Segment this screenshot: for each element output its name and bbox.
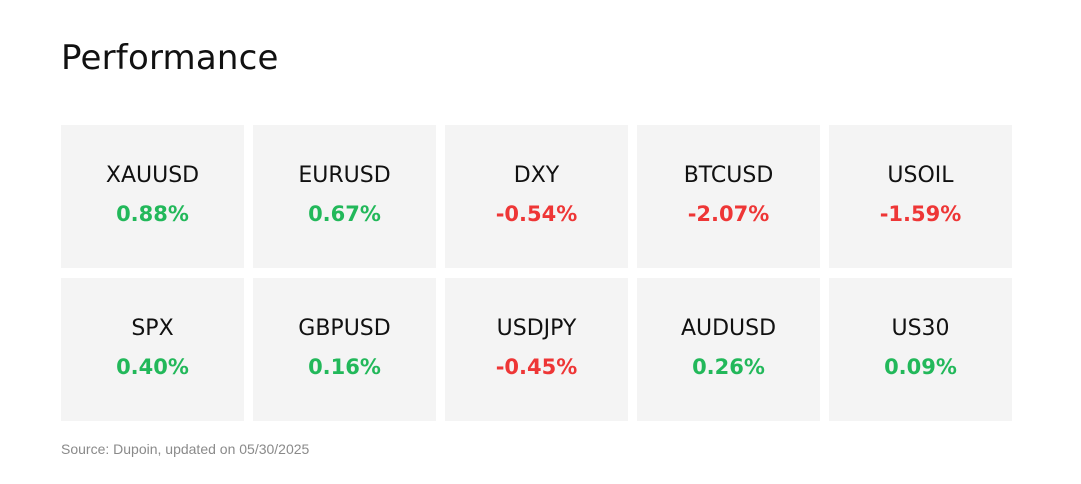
instrument-symbol: USOIL xyxy=(887,162,954,188)
instrument-change: -0.45% xyxy=(495,354,578,379)
instrument-symbol: AUDUSD xyxy=(680,315,777,341)
instrument-symbol: USDJPY xyxy=(496,315,577,341)
instrument-tile[interactable]: BTCUSD -2.07% xyxy=(637,125,820,268)
instrument-change: 0.88% xyxy=(116,201,189,226)
instrument-tile[interactable]: DXY -0.54% xyxy=(445,125,628,268)
instrument-change: 0.40% xyxy=(116,354,189,379)
instrument-change: 0.16% xyxy=(308,354,381,379)
instrument-tile[interactable]: USDJPY -0.45% xyxy=(445,278,628,421)
instrument-symbol: EURUSD xyxy=(298,162,391,188)
instrument-symbol: US30 xyxy=(891,315,950,341)
instrument-tile[interactable]: US30 0.09% xyxy=(829,278,1012,421)
instrument-change: 0.26% xyxy=(692,354,765,379)
instrument-tile[interactable]: SPX 0.40% xyxy=(61,278,244,421)
instrument-tile[interactable]: EURUSD 0.67% xyxy=(253,125,436,268)
instrument-symbol: XAUUSD xyxy=(105,162,200,188)
instrument-symbol: GBPUSD xyxy=(298,315,391,341)
instrument-tile[interactable]: USOIL -1.59% xyxy=(829,125,1012,268)
performance-grid: XAUUSD 0.88% EURUSD 0.67% DXY -0.54% BTC… xyxy=(61,125,1012,421)
instrument-change: 0.67% xyxy=(308,201,381,226)
instrument-tile[interactable]: XAUUSD 0.88% xyxy=(61,125,244,268)
instrument-change: -1.59% xyxy=(879,201,962,226)
instrument-tile[interactable]: GBPUSD 0.16% xyxy=(253,278,436,421)
instrument-symbol: DXY xyxy=(513,162,560,188)
instrument-change: 0.09% xyxy=(884,354,957,379)
instrument-symbol: SPX xyxy=(131,315,174,341)
instrument-change: -0.54% xyxy=(495,201,578,226)
page-title: Performance xyxy=(61,38,279,78)
source-note: Source: Dupoin, updated on 05/30/2025 xyxy=(61,441,310,457)
instrument-tile[interactable]: AUDUSD 0.26% xyxy=(637,278,820,421)
instrument-change: -2.07% xyxy=(687,201,770,226)
instrument-symbol: BTCUSD xyxy=(683,162,774,188)
